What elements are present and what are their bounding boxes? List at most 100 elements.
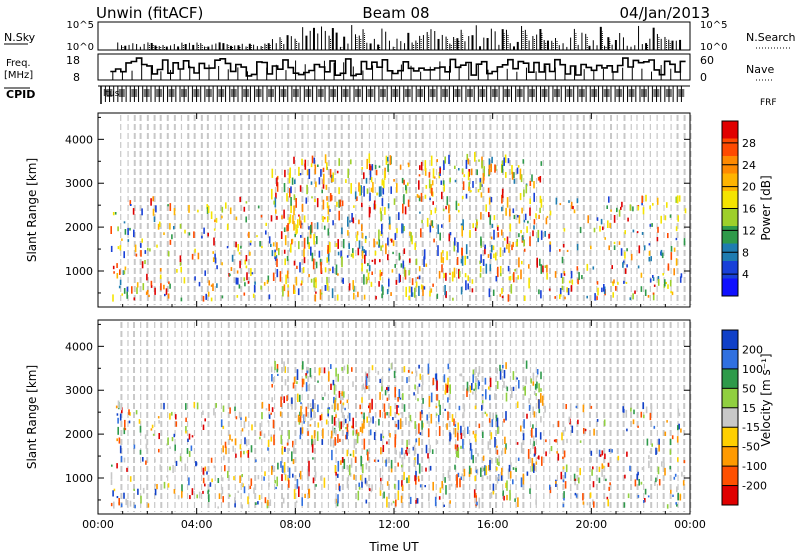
echo-cell	[127, 239, 130, 242]
echo-cell	[117, 400, 120, 409]
echo-cell	[134, 504, 136, 509]
echo-cell	[638, 245, 641, 254]
echo-cell	[186, 448, 189, 454]
echo-cell	[681, 471, 683, 477]
echo-cell	[468, 471, 471, 477]
echo-cell	[364, 477, 367, 484]
echo-cell	[214, 253, 216, 259]
echo-cell	[212, 251, 214, 254]
echo-cell	[261, 246, 263, 249]
echo-cell	[366, 385, 369, 389]
echo-cell	[415, 281, 418, 288]
echo-cell	[121, 293, 123, 296]
echo-cell	[263, 457, 266, 462]
echo-cell	[352, 417, 354, 429]
echo-cell	[512, 208, 515, 214]
echo-cell	[261, 401, 264, 409]
echo-cell	[488, 288, 491, 298]
echo-cell	[641, 202, 643, 206]
echo-cell	[361, 224, 363, 232]
echo-cell	[390, 238, 393, 243]
echo-cell	[418, 266, 421, 272]
echo-cell	[460, 425, 462, 435]
echo-cell	[251, 424, 253, 431]
echo-cell	[323, 173, 325, 185]
echo-cell	[432, 201, 434, 205]
echo-cell	[379, 207, 382, 214]
echo-cell	[481, 400, 484, 404]
echo-cell	[119, 245, 122, 251]
echo-cell	[315, 261, 318, 269]
echo-cell	[418, 275, 421, 280]
echo-cell	[471, 288, 474, 293]
echo-cell	[329, 209, 331, 212]
echo-cell	[173, 208, 176, 216]
echo-cell	[519, 193, 522, 201]
echo-cell	[308, 168, 311, 179]
echo-cell	[429, 224, 432, 233]
echo-cell	[629, 204, 632, 211]
echo-cell	[467, 158, 470, 165]
echo-cell	[667, 233, 669, 239]
echo-cell	[389, 406, 392, 417]
echo-cell	[488, 465, 490, 471]
echo-cell	[480, 212, 482, 220]
echo-cell	[397, 397, 399, 402]
echo-cell	[566, 287, 568, 293]
echo-cell	[458, 209, 460, 213]
echo-cell	[482, 173, 485, 184]
echo-cell	[637, 471, 639, 476]
echo-cell	[120, 503, 123, 507]
echo-cell	[418, 196, 421, 202]
echo-cell	[677, 492, 679, 501]
echo-cell	[431, 187, 433, 196]
echo-cell	[483, 166, 485, 177]
echo-cell	[407, 449, 409, 453]
echo-cell	[677, 425, 679, 431]
echo-cell	[472, 223, 474, 229]
echo-cell	[610, 209, 612, 212]
echo-cell	[467, 275, 469, 282]
echo-cell	[511, 165, 513, 175]
echo-cell	[277, 373, 279, 376]
echo-cell	[243, 292, 246, 296]
echo-cell	[430, 413, 433, 424]
echo-cell	[201, 235, 203, 239]
echo-cell	[428, 396, 431, 407]
echo-cell	[250, 268, 252, 276]
echo-cell	[577, 278, 579, 285]
echo-cell	[391, 269, 394, 273]
echo-cell	[110, 502, 113, 507]
echo-cell	[419, 432, 422, 436]
echo-cell	[405, 184, 407, 191]
echo-cell	[497, 232, 500, 238]
echo-cell	[387, 237, 389, 246]
echo-cell	[524, 385, 526, 396]
echo-cell	[397, 462, 399, 467]
echo-cell	[308, 460, 310, 472]
colorbar-segment	[722, 349, 738, 370]
echo-cell	[571, 279, 574, 285]
echo-cell	[241, 504, 243, 509]
echo-cell	[253, 284, 256, 293]
echo-cell	[243, 206, 246, 212]
echo-cell	[606, 496, 609, 500]
echo-cell	[380, 447, 382, 455]
echo-cell	[574, 479, 576, 486]
echo-cell	[493, 229, 495, 240]
echo-cell	[420, 228, 422, 238]
echo-cell	[293, 284, 295, 294]
echo-cell	[371, 398, 373, 410]
echo-cell	[675, 196, 677, 203]
echo-cell	[484, 377, 487, 385]
echo-cell	[593, 428, 595, 436]
echo-cell	[457, 447, 460, 458]
echo-cell	[343, 414, 345, 425]
echo-cell	[539, 432, 542, 440]
echo-cell	[481, 160, 483, 169]
echo-cell	[487, 441, 490, 450]
freq-bars	[110, 57, 686, 80]
echo-cell	[665, 281, 667, 285]
echo-cell	[507, 265, 510, 272]
echo-cell	[529, 180, 532, 187]
